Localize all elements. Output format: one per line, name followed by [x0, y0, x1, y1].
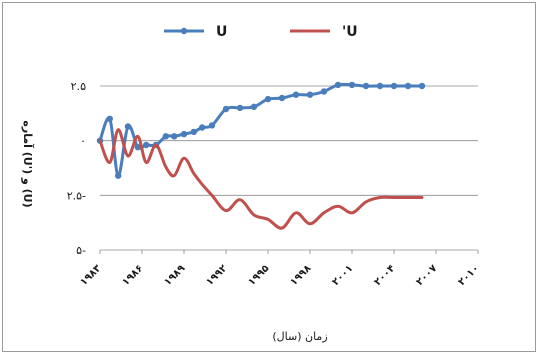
data-point [362, 82, 370, 90]
data-point [278, 94, 286, 102]
y-axis-ticks: ۲.۵ ۰ ۲.۵- ۵- [67, 80, 86, 257]
x-tick-label: ۱۹۸۶ [120, 263, 145, 288]
x-tick-label: ۱۹۸۹ [162, 263, 187, 288]
legend-marker [180, 27, 188, 35]
data-point [264, 95, 272, 103]
data-point [115, 172, 122, 179]
y-tick-label: ۵- [76, 244, 86, 257]
data-point [250, 103, 258, 111]
data-point [404, 82, 412, 90]
chart-frame [2, 2, 536, 352]
data-point [171, 133, 178, 140]
data-point [320, 88, 328, 95]
y-tick-label: ۲.۵- [67, 189, 86, 202]
data-point [190, 128, 197, 136]
data-point [222, 105, 230, 113]
data-point [418, 82, 426, 90]
data-point [162, 133, 169, 140]
series-lines [96, 81, 426, 230]
data-point [124, 123, 132, 130]
legend-label-u: U [216, 24, 227, 40]
data-point [376, 82, 384, 90]
data-point [180, 130, 188, 138]
data-point [348, 81, 356, 89]
x-tick-label: ۱۹۸۳ [78, 263, 103, 288]
x-tick-label: ۲۰۱۰ [456, 263, 481, 288]
data-point [208, 122, 216, 129]
gridlines [100, 85, 478, 251]
x-tick-label: ۲۰۰۷ [414, 263, 439, 288]
x-axis-label: زمان (سال) [272, 330, 327, 343]
data-point [306, 91, 314, 98]
legend-label-u-prime: 'U [342, 24, 358, 40]
x-tick-label: ۱۹۹۵ [246, 263, 271, 288]
y-tick-label: ۰ [80, 135, 86, 148]
y-axis-label: (U) و ('U) آماره [21, 120, 35, 207]
legend: U 'U [164, 24, 358, 40]
data-point [334, 81, 342, 89]
x-tick-label: ۱۹۹۲ [204, 263, 229, 288]
x-tick-label: ۲۰۰۴ [372, 263, 397, 288]
x-axis-ticks: ۱۹۸۳ ۱۹۸۶ ۱۹۸۹ ۱۹۹۲ ۱۹۹۵ ۱۹۹۸ ۲۰۰۱ ۲۰۰۴ ۲۰۰۷ ۲۰۱۰ [78, 250, 481, 288]
data-point [390, 82, 398, 90]
data-point [199, 124, 206, 131]
data-point [292, 91, 300, 98]
data-point [106, 115, 114, 123]
series-line-u-prime [98, 128, 424, 230]
data-point [236, 104, 244, 112]
data-point [143, 141, 150, 149]
x-tick-label: ۱۹۹۸ [288, 263, 313, 288]
y-tick-label: ۲.۵ [71, 80, 86, 93]
x-tick-label: ۲۰۰۱ [330, 263, 355, 288]
data-point [134, 144, 141, 151]
